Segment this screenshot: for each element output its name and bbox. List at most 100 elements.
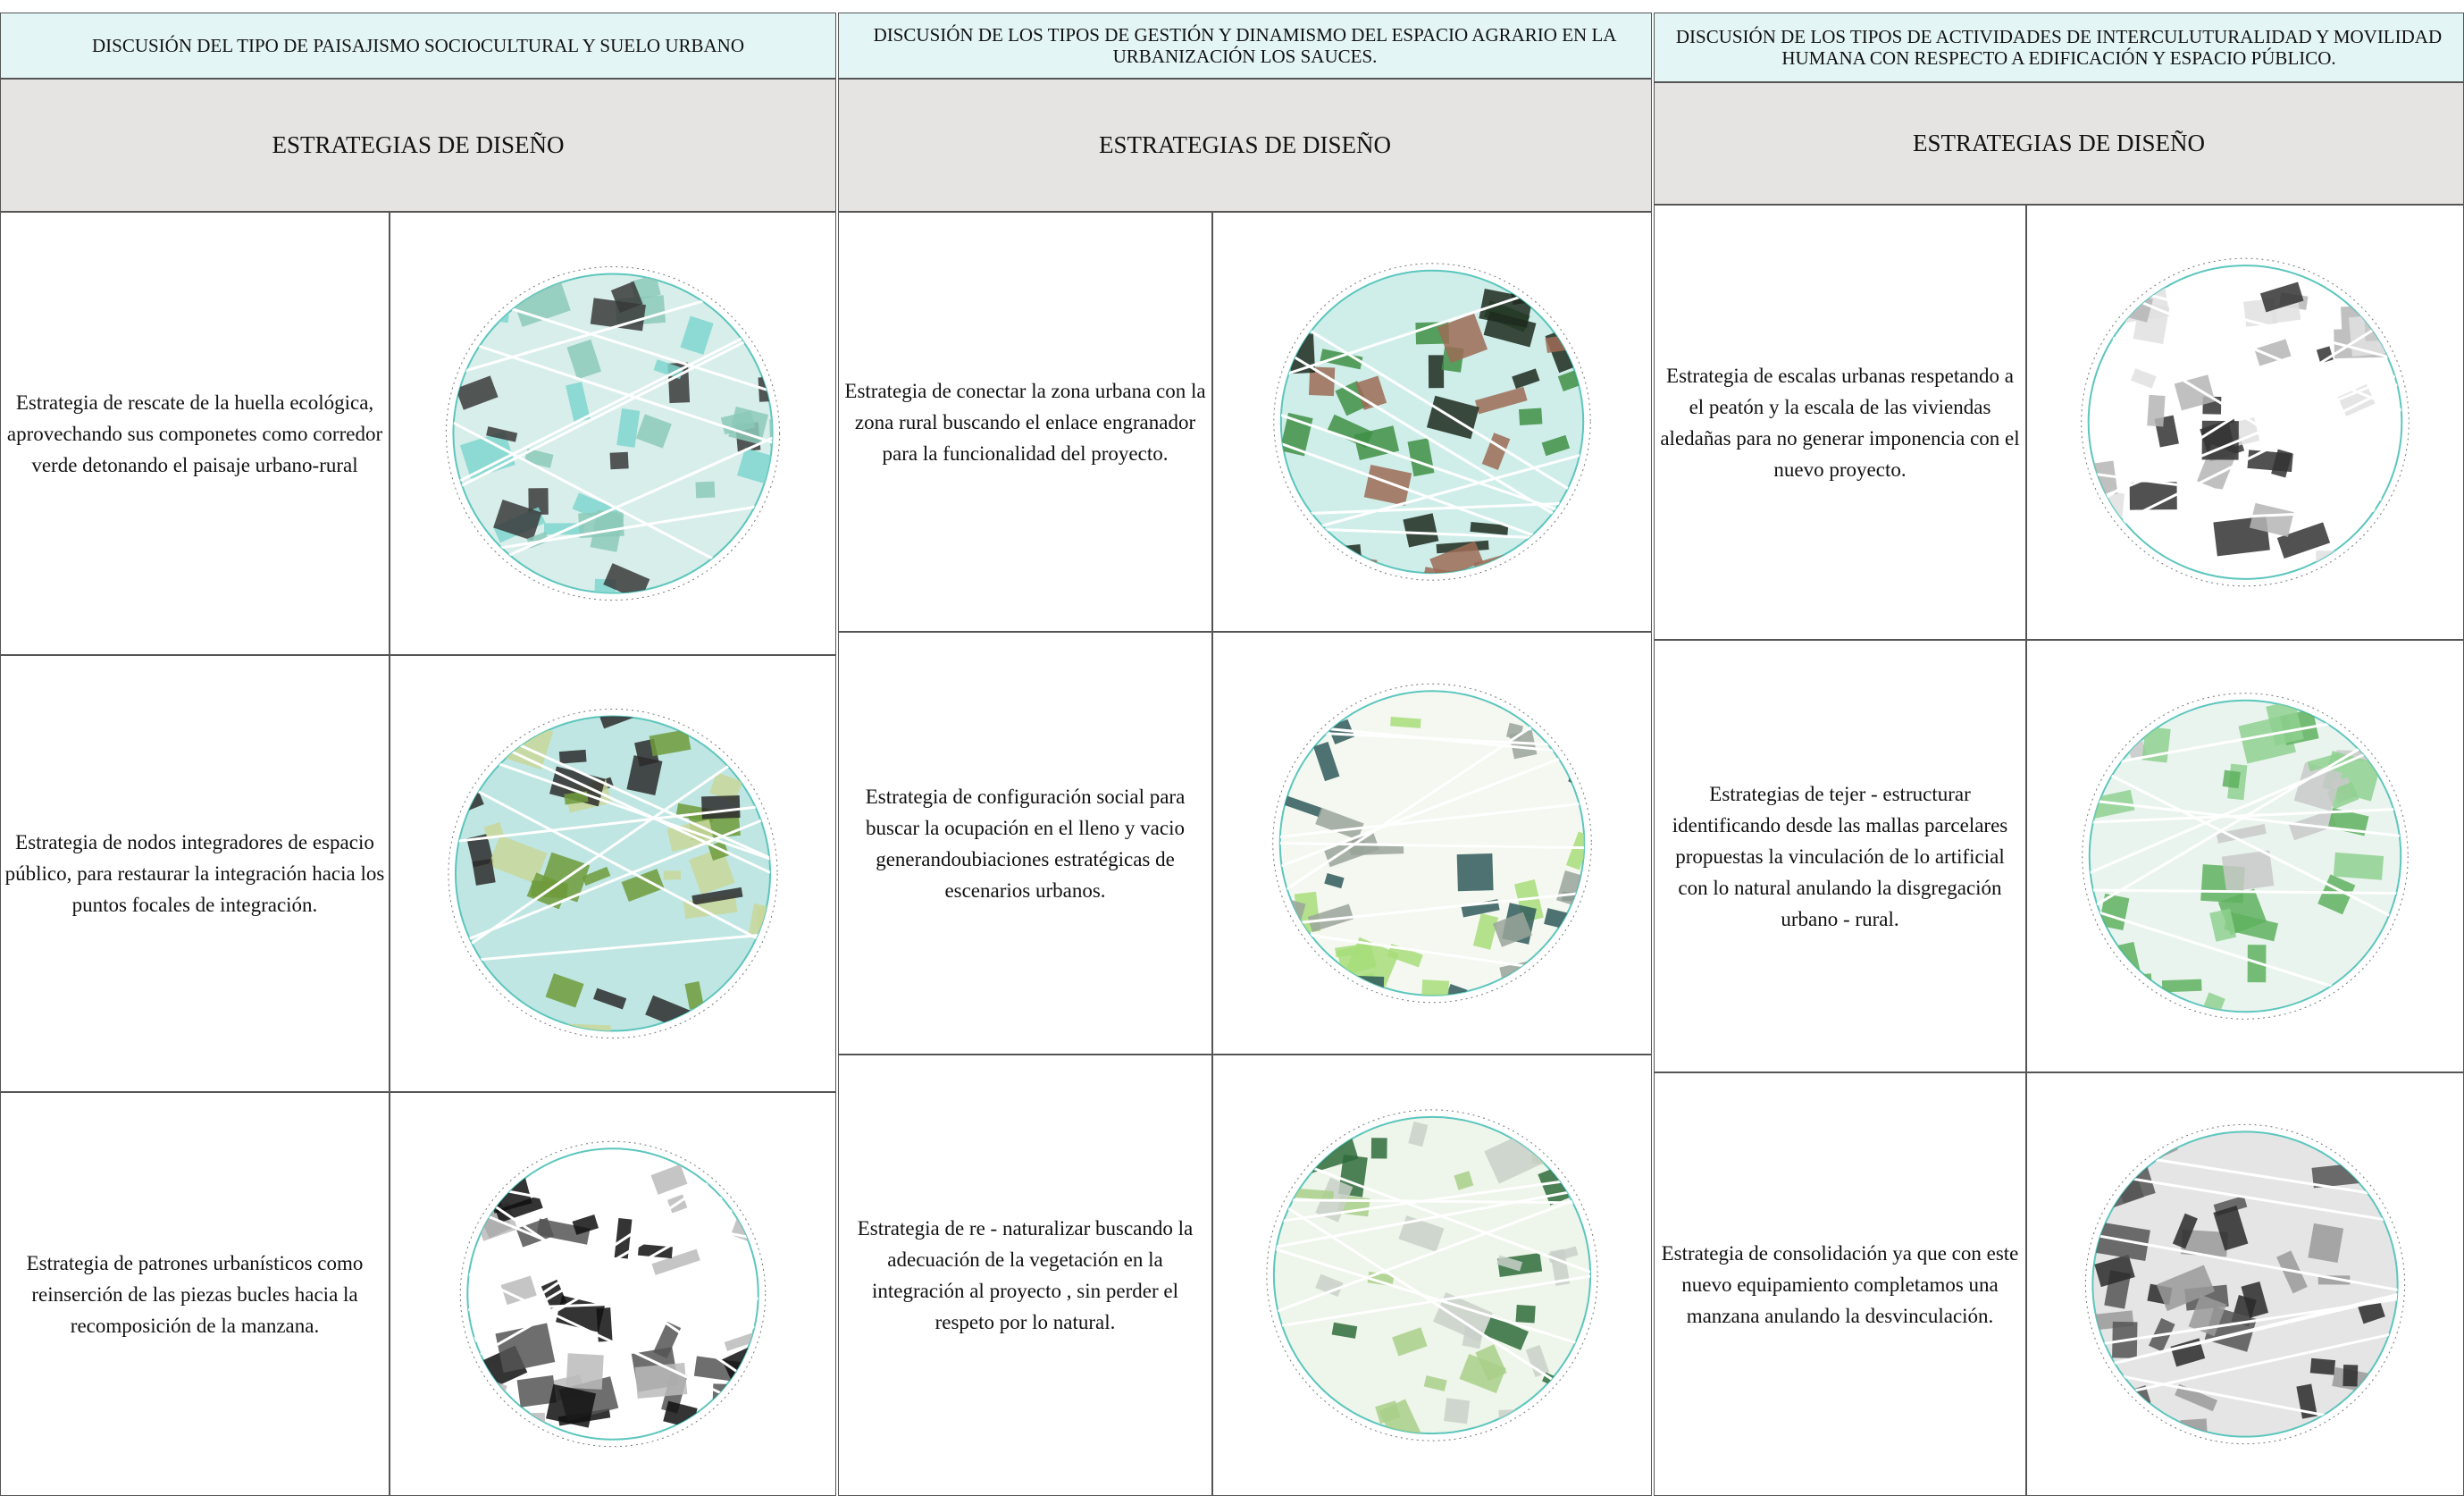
illustration-block xyxy=(2213,1205,2249,1251)
illustration-line xyxy=(1280,501,1584,517)
illustration-block xyxy=(2293,761,2342,811)
illustration-block xyxy=(566,382,591,423)
illustration-line xyxy=(2088,372,2402,504)
illustration-block xyxy=(528,488,549,516)
illustration-block xyxy=(2222,769,2241,789)
illustration-line xyxy=(1273,1247,1591,1349)
illustration-block xyxy=(2199,992,2225,1013)
illustration-block xyxy=(1331,1322,1358,1339)
illustration-line xyxy=(2092,1233,2398,1291)
illustration-block xyxy=(572,1214,599,1235)
illustration-block xyxy=(1530,291,1562,307)
illustration-block xyxy=(2307,752,2342,772)
strategy-image xyxy=(1212,1055,1652,1496)
illustration-line xyxy=(1273,1152,1591,1273)
strategy-text: Estrategia de escalas urbanas respetando… xyxy=(1654,205,2026,640)
illustration-block xyxy=(1557,365,1584,391)
illustration-block xyxy=(564,791,589,805)
illustration-line xyxy=(467,1175,758,1347)
illustration-block xyxy=(1538,1166,1570,1206)
illustration-line xyxy=(455,803,771,843)
illustration-block xyxy=(2172,1213,2198,1249)
strategy-text-text: Estrategia de configuración social para … xyxy=(865,785,1186,902)
illustration-block xyxy=(1392,1327,1428,1357)
illustration-block xyxy=(2131,368,2157,389)
illustration-block xyxy=(1442,983,1468,996)
illustration-line xyxy=(1279,802,1585,839)
illustration-line xyxy=(1273,1176,1591,1223)
illustration-block xyxy=(2400,265,2402,300)
strategy-text-text: Estrategia de escalas urbanas respetando… xyxy=(1660,364,2020,481)
illustration-line xyxy=(467,1181,758,1240)
illustration-block xyxy=(2377,307,2402,349)
strategy-text-text: Estrategia de patrones urbanísticos como… xyxy=(26,1251,364,1337)
illustration-block xyxy=(493,499,542,542)
illustration-block xyxy=(1459,1353,1506,1394)
panel-subtitle: ESTRATEGIAS DE DISEÑO xyxy=(838,79,1652,212)
illustration-line xyxy=(455,735,771,956)
illustration-block xyxy=(1563,492,1584,517)
illustration-block xyxy=(480,287,507,313)
illustration-block xyxy=(1286,1122,1342,1154)
illustration-block xyxy=(701,794,741,819)
illustration xyxy=(2082,693,2409,1020)
illustration-block xyxy=(2369,979,2401,1013)
illustration-block xyxy=(2089,988,2126,1013)
illustration-block xyxy=(2249,502,2294,537)
illustration-block xyxy=(1379,1399,1421,1434)
illustration-block xyxy=(626,755,663,795)
illustration-block xyxy=(2375,709,2401,725)
illustration-block xyxy=(695,481,716,499)
illustration-block xyxy=(1421,979,1449,996)
illustration-block xyxy=(1346,556,1378,574)
illustration-block xyxy=(746,1408,758,1426)
illustration-line xyxy=(455,932,771,963)
illustration-block xyxy=(1572,324,1584,339)
illustration-line xyxy=(467,1206,758,1331)
illustration-block xyxy=(653,359,684,380)
illustration-ring xyxy=(1273,263,1591,581)
illustration-block xyxy=(651,1248,700,1275)
illustration-block xyxy=(769,417,773,447)
illustration-block xyxy=(1423,1375,1447,1391)
illustration-block xyxy=(1437,313,1488,364)
illustration-line xyxy=(467,1297,758,1312)
illustration-block xyxy=(727,742,766,772)
illustration-block xyxy=(1527,965,1574,979)
illustration-block xyxy=(649,729,691,757)
illustration-block xyxy=(1470,521,1509,535)
illustration-line xyxy=(467,1272,758,1412)
illustration-line xyxy=(1280,311,1584,500)
illustration-ring xyxy=(459,1140,767,1448)
illustration-line xyxy=(1279,729,1585,748)
illustration-block xyxy=(459,431,515,479)
illustration-ring xyxy=(1266,1109,1598,1441)
illustration-block xyxy=(2147,394,2166,427)
illustration-line xyxy=(1280,414,1584,520)
illustration-block xyxy=(1456,853,1494,892)
strategy-text-text: Estrategia de re - naturalizar buscando … xyxy=(857,1217,1194,1333)
illustration-block xyxy=(2150,1431,2202,1437)
illustration xyxy=(2084,1123,2406,1445)
illustration-block xyxy=(566,1353,604,1390)
illustration-block xyxy=(1337,942,1377,976)
strategy-text: Estrategia de patrones urbanísticos como… xyxy=(0,1092,390,1496)
strategy-text: Estrategia de conectar la zona urbana co… xyxy=(838,212,1212,632)
illustration-block xyxy=(1586,1332,1591,1382)
illustration-block xyxy=(621,869,665,903)
illustration-block xyxy=(1472,913,1499,950)
illustration-line xyxy=(2092,1171,2398,1223)
illustration-block xyxy=(689,847,735,895)
illustration-block xyxy=(634,1362,688,1399)
panel-title: DISCUSIÓN DE LOS TIPOS DE ACTIVIDADES DE… xyxy=(1654,13,2464,82)
illustration-block xyxy=(728,406,769,445)
panel-subtitle: ESTRATEGIAS DE DISEÑO xyxy=(1654,82,2464,205)
illustration-block xyxy=(1474,386,1528,415)
illustration-block xyxy=(2310,564,2348,579)
illustration-block xyxy=(500,1275,537,1306)
illustration-block xyxy=(1483,1315,1529,1350)
illustration-line xyxy=(2092,1331,2398,1401)
illustration-block xyxy=(680,315,714,355)
illustration-block xyxy=(1390,717,1421,728)
strategy-text-text: Estrategia de consolidación ya que con e… xyxy=(1661,1241,2019,1327)
